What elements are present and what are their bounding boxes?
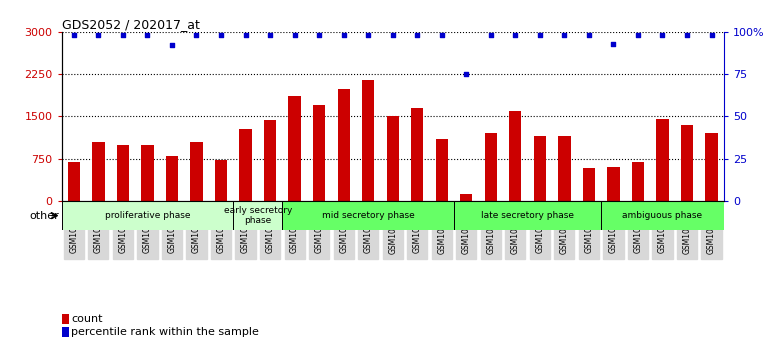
Text: mid secretory phase: mid secretory phase bbox=[322, 211, 414, 220]
Point bbox=[705, 33, 718, 38]
Bar bbox=[283, 201, 454, 230]
Bar bbox=[313, 105, 325, 201]
Text: ambiguous phase: ambiguous phase bbox=[622, 211, 702, 220]
Bar bbox=[92, 142, 105, 201]
Text: proliferative phase: proliferative phase bbox=[105, 211, 190, 220]
Point bbox=[387, 33, 399, 38]
Bar bbox=[62, 327, 69, 337]
Point bbox=[337, 33, 350, 38]
Bar bbox=[705, 133, 718, 201]
Bar bbox=[215, 160, 227, 201]
Bar bbox=[608, 167, 620, 201]
Point bbox=[289, 33, 301, 38]
Bar bbox=[362, 80, 374, 201]
Bar bbox=[656, 119, 668, 201]
Bar bbox=[601, 201, 724, 230]
Bar bbox=[68, 162, 80, 201]
Bar bbox=[337, 90, 350, 201]
Text: other: other bbox=[30, 211, 59, 221]
Point bbox=[166, 42, 178, 48]
Bar bbox=[166, 156, 178, 201]
Point bbox=[68, 33, 80, 38]
Point bbox=[484, 33, 497, 38]
Point bbox=[92, 33, 105, 38]
Point bbox=[583, 33, 595, 38]
Point bbox=[313, 33, 325, 38]
Point bbox=[608, 41, 620, 46]
Bar bbox=[289, 96, 301, 201]
Bar bbox=[460, 194, 473, 201]
Point bbox=[411, 33, 424, 38]
Point bbox=[632, 33, 644, 38]
Bar bbox=[509, 111, 521, 201]
Point bbox=[558, 33, 571, 38]
Point bbox=[362, 33, 374, 38]
Point bbox=[656, 33, 668, 38]
Point bbox=[436, 33, 448, 38]
Point bbox=[460, 72, 473, 77]
Bar bbox=[233, 201, 283, 230]
Text: count: count bbox=[71, 314, 102, 325]
Bar bbox=[583, 169, 595, 201]
Bar bbox=[681, 125, 693, 201]
Text: early secretory
phase: early secretory phase bbox=[223, 206, 292, 225]
Bar bbox=[239, 130, 252, 201]
Bar bbox=[436, 139, 448, 201]
Point bbox=[239, 33, 252, 38]
Bar bbox=[558, 136, 571, 201]
Point bbox=[190, 33, 203, 38]
Point bbox=[534, 33, 546, 38]
Point bbox=[215, 33, 227, 38]
Point bbox=[117, 33, 129, 38]
Text: late secretory phase: late secretory phase bbox=[481, 211, 574, 220]
Bar bbox=[454, 201, 601, 230]
Bar bbox=[264, 120, 276, 201]
Text: GDS2052 / 202017_at: GDS2052 / 202017_at bbox=[62, 18, 199, 31]
Bar bbox=[62, 201, 233, 230]
Point bbox=[264, 33, 276, 38]
Point bbox=[681, 33, 693, 38]
Point bbox=[509, 33, 521, 38]
Bar bbox=[387, 116, 399, 201]
Bar bbox=[142, 145, 153, 201]
Bar bbox=[632, 162, 644, 201]
Bar bbox=[190, 142, 203, 201]
Point bbox=[141, 33, 153, 38]
Bar bbox=[534, 136, 546, 201]
Text: percentile rank within the sample: percentile rank within the sample bbox=[71, 327, 259, 337]
Bar bbox=[62, 314, 69, 324]
Bar bbox=[117, 145, 129, 201]
Bar bbox=[411, 108, 424, 201]
Bar bbox=[484, 133, 497, 201]
